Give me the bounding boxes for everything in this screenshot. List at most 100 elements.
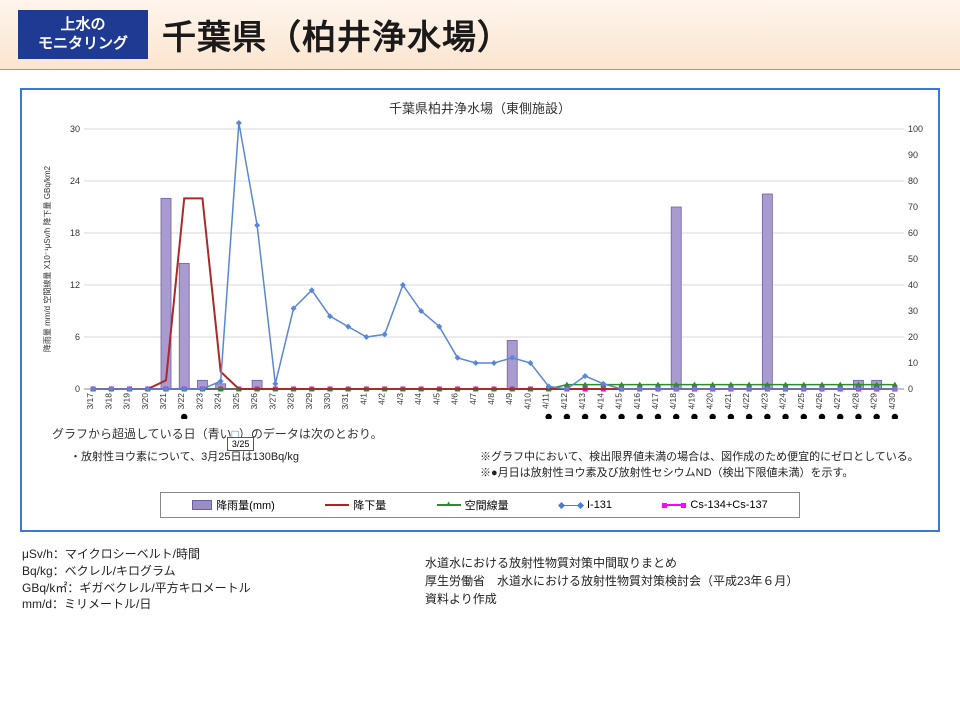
unit-line: GBq/k㎡：ギガベクレル/平方キロメートル [22, 580, 425, 597]
svg-text:4/5: 4/5 [431, 393, 441, 405]
svg-text:4/11: 4/11 [541, 393, 551, 409]
chart-area: 3/17 3/18 3/19 3/20 3/21 3/22 3/23 3/24 3/25 3/26… [36, 119, 924, 419]
svg-text:4/18: 4/18 [668, 393, 678, 410]
svg-text:4/14: 4/14 [595, 393, 605, 410]
svg-text:24: 24 [70, 176, 80, 186]
svg-text:3/29: 3/29 [304, 393, 314, 410]
svg-text:3/23: 3/23 [194, 393, 204, 410]
badge-line-1: 上水の [26, 16, 140, 35]
lower-notes: ・放射性ヨウ素について、3月25日は130Bq/kg ※グラフ中において、検出限… [30, 448, 930, 480]
svg-text:3/21: 3/21 [158, 393, 168, 410]
over-note-prefix: グラフから超過している日（青い [52, 427, 232, 441]
svg-text:4/23: 4/23 [759, 393, 769, 410]
svg-text:20: 20 [908, 332, 918, 342]
svg-text:3/18: 3/18 [103, 393, 113, 410]
header: 上水の モニタリング 千葉県（柏井浄水場） [0, 0, 960, 70]
source-line: 水道水における放射性物質対策中間取りまとめ [425, 554, 938, 572]
svg-text:18: 18 [70, 228, 80, 238]
chart-frame: 千葉県柏井浄水場（東側施設） 3/173/183/193/203/213/223… [20, 88, 940, 532]
magenta-line-icon [662, 504, 686, 506]
svg-text:4/29: 4/29 [869, 393, 879, 410]
svg-text:4/27: 4/27 [832, 393, 842, 410]
svg-text:4/9: 4/9 [504, 393, 514, 405]
over-note: グラフから超過している日（青い□）のデータは次のとおり。 [52, 425, 930, 442]
svg-text:100: 100 [908, 124, 923, 134]
svg-text:3/25: 3/25 [231, 393, 241, 410]
right-notes: ※グラフ中において、検出限界値未満の場合は、図作成のため便宜的にゼロとしている。… [480, 448, 920, 480]
svg-text:降雨量 mm/d 空間線量 X10⁻¹μSv/h 降下量: 降雨量 mm/d 空間線量 X10⁻¹μSv/h 降下量 GBq/km2 [42, 165, 52, 352]
svg-text:3/19: 3/19 [122, 393, 132, 410]
svg-text:3/24: 3/24 [213, 393, 223, 410]
right-note-2: ※●月日は放射性ヨウ素及び放射性セシウムND（検出下限値未満）を示す。 [480, 464, 920, 480]
chart-title: 千葉県柏井浄水場（東側施設） [30, 98, 930, 117]
svg-text:30: 30 [908, 306, 918, 316]
legend-magenta-label: Cs-134+Cs-137 [690, 499, 767, 511]
svg-text:4/21: 4/21 [723, 393, 733, 410]
svg-text:4/26: 4/26 [814, 393, 824, 410]
right-note-1: ※グラフ中において、検出限界値未満の場合は、図作成のため便宜的にゼロとしている。 [480, 448, 920, 464]
left-note: ・放射性ヨウ素について、3月25日は130Bq/kg [40, 448, 480, 480]
bar-swatch-icon [192, 500, 212, 510]
page-title: 千葉県（柏井浄水場） [162, 10, 512, 59]
svg-text:3/22: 3/22 [176, 393, 186, 410]
svg-text:3/27: 3/27 [267, 393, 277, 410]
svg-text:3/20: 3/20 [140, 393, 150, 410]
over-note-suffix: ）のデータは次のとおり。 [239, 427, 383, 441]
svg-text:3/17: 3/17 [85, 393, 95, 410]
svg-text:3/31: 3/31 [340, 393, 350, 410]
svg-text:3/28: 3/28 [286, 393, 296, 410]
legend-blue-label: I-131 [587, 499, 612, 511]
legend-green: 空間線量 [437, 497, 509, 513]
svg-text:4/19: 4/19 [686, 393, 696, 410]
legend-red-label: 降下量 [353, 497, 386, 513]
footer-source: 水道水における放射性物質対策中間取りまとめ厚生労働省 水道水における放射性物質対… [425, 546, 938, 613]
svg-text:60: 60 [908, 228, 918, 238]
svg-text:4/3: 4/3 [395, 393, 405, 405]
svg-text:50: 50 [908, 254, 918, 264]
svg-text:80: 80 [908, 176, 918, 186]
svg-text:4/4: 4/4 [413, 393, 423, 405]
legend-bar-label: 降雨量(mm) [216, 497, 275, 513]
source-line: 厚生労働省 水道水における放射性物質対策検討会（平成23年６月） [425, 572, 938, 590]
green-line-icon [437, 504, 461, 506]
svg-text:30: 30 [70, 124, 80, 134]
svg-text:4/10: 4/10 [522, 393, 532, 410]
footer-units: μSv/h：マイクロシーベルト/時間Bq/kg：ベクレル/キログラムGBq/k㎡… [22, 546, 425, 613]
svg-text:4/25: 4/25 [796, 393, 806, 410]
legend: 降雨量(mm) 降下量 空間線量 I-131 Cs-134+Cs-137 [160, 492, 800, 518]
svg-text:4/24: 4/24 [778, 393, 788, 410]
svg-text:4/16: 4/16 [632, 393, 642, 410]
svg-text:4/1: 4/1 [358, 393, 368, 405]
badge-line-2: モニタリング [26, 35, 140, 54]
legend-bar: 降雨量(mm) [192, 497, 275, 513]
svg-text:3/26: 3/26 [249, 393, 259, 410]
svg-text:4/6: 4/6 [450, 393, 460, 405]
svg-text:4/2: 4/2 [377, 393, 387, 405]
svg-text:6: 6 [75, 332, 80, 342]
svg-text:4/8: 4/8 [486, 393, 496, 405]
svg-text:4/13: 4/13 [577, 393, 587, 410]
category-badge: 上水の モニタリング [18, 10, 148, 60]
exceed-callout: 3/25 [227, 437, 255, 451]
svg-text:4/22: 4/22 [741, 393, 751, 410]
legend-magenta: Cs-134+Cs-137 [662, 499, 767, 511]
svg-text:0: 0 [908, 384, 913, 394]
svg-text:40: 40 [908, 280, 918, 290]
source-line: 資料より作成 [425, 590, 938, 608]
svg-text:70: 70 [908, 202, 918, 212]
footer: μSv/h：マイクロシーベルト/時間Bq/kg：ベクレル/キログラムGBq/k㎡… [0, 532, 960, 613]
blue-line-icon [559, 505, 583, 506]
svg-text:3/30: 3/30 [322, 393, 332, 410]
svg-text:10: 10 [908, 358, 918, 368]
svg-text:4/28: 4/28 [850, 393, 860, 410]
svg-text:90: 90 [908, 150, 918, 160]
svg-text:4/30: 4/30 [887, 393, 897, 410]
svg-text:4/17: 4/17 [650, 393, 660, 410]
red-line-icon [325, 504, 349, 506]
legend-blue: I-131 [559, 499, 612, 511]
svg-text:4/15: 4/15 [614, 393, 624, 410]
unit-line: mm/d：ミリメートル/日 [22, 596, 425, 613]
svg-text:4/7: 4/7 [468, 393, 478, 405]
unit-line: μSv/h：マイクロシーベルト/時間 [22, 546, 425, 563]
chart-svg: 3/17 3/18 3/19 3/20 3/21 3/22 3/23 3/24 3/25 3/26… [36, 119, 926, 419]
